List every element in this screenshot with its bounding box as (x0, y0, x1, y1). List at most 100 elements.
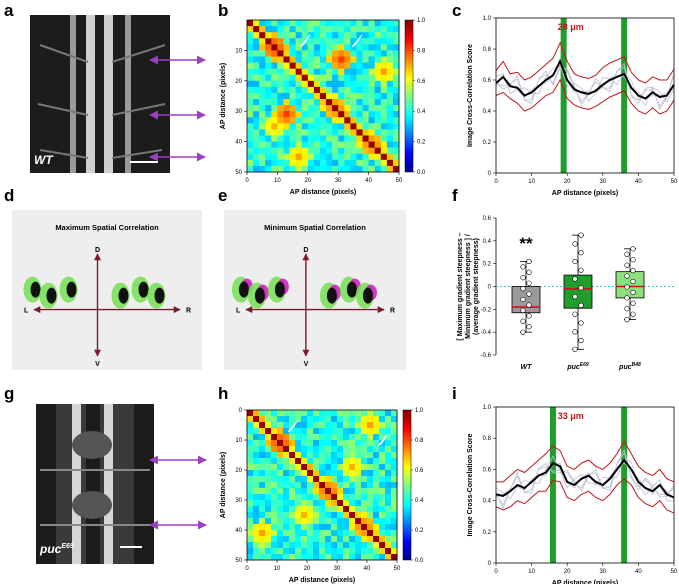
heat-cell (247, 80, 254, 88)
heat-cell (392, 105, 400, 112)
heat-cell (380, 44, 388, 51)
heat-cell (277, 500, 284, 507)
heat-cell (307, 153, 315, 161)
heat-cell (337, 470, 344, 477)
heat-cell (349, 440, 356, 447)
heat-cell (283, 20, 290, 27)
heat-cell (265, 38, 272, 45)
heat-cell (326, 105, 333, 112)
heat-cell (344, 99, 351, 106)
heat-cell (319, 38, 327, 45)
heat-cell (391, 518, 398, 525)
y-tick-label: 0.2 (483, 262, 492, 268)
heat-cell (391, 548, 398, 555)
heat-cell (259, 506, 266, 513)
heat-cell (350, 135, 357, 142)
heat-cell (247, 434, 254, 441)
distance-annotation: 28 μm (558, 22, 584, 32)
heat-cell (374, 50, 382, 57)
heat-cell (289, 464, 296, 471)
heat-cell (325, 440, 332, 447)
colorbar-tick-label: 0.2 (417, 140, 426, 146)
heat-cell (344, 141, 351, 149)
heat-cell (319, 470, 326, 477)
heat-cell (386, 68, 394, 76)
heat-cell (350, 68, 357, 76)
heat-cell (368, 141, 376, 149)
heat-cell (301, 165, 309, 173)
heat-cell (277, 56, 284, 63)
y-axis-label: AP distance (pixels) (220, 452, 227, 518)
heat-cell (392, 44, 400, 51)
heat-cell (253, 62, 260, 70)
heat-cell (355, 524, 362, 531)
heat-cell (247, 129, 254, 136)
heat-cell (295, 422, 302, 429)
heat-cell (374, 99, 382, 106)
heat-cell (295, 518, 302, 525)
heat-cell (374, 74, 382, 82)
heat-cell (253, 434, 260, 441)
heat-cell (343, 422, 350, 429)
heat-cell (350, 86, 357, 94)
heat-cell (313, 105, 321, 112)
heat-cell (362, 105, 369, 112)
y-tick-label: 0 (488, 561, 492, 567)
heat-cell (283, 38, 290, 45)
data-point (572, 276, 578, 282)
heat-cell (307, 68, 315, 76)
heat-cell (301, 105, 309, 112)
heat-cell (295, 123, 303, 130)
heat-cell (337, 428, 344, 435)
x-tick-label: 0 (494, 179, 498, 185)
cell-cluster-core (362, 287, 373, 304)
heat-cell (259, 446, 266, 453)
heat-cell (247, 135, 254, 142)
heat-cell (265, 129, 272, 136)
heat-cell (265, 476, 272, 483)
heat-cell (283, 536, 290, 543)
heat-cell (379, 422, 386, 429)
y-tick-label: 50 (235, 170, 242, 176)
heat-cell (277, 440, 284, 447)
cell-cluster-core (274, 281, 285, 298)
heat-cell (362, 56, 369, 63)
heat-cell (271, 123, 278, 130)
heat-cell (391, 428, 398, 435)
heat-cell (368, 62, 376, 70)
heat-cell (319, 500, 326, 507)
heat-cell (362, 135, 369, 142)
heat-cell (373, 548, 380, 555)
heat-cell (349, 410, 356, 417)
green-marker-bar (621, 18, 628, 173)
heat-cell (337, 440, 344, 447)
heat-cell (277, 512, 284, 519)
axis-label-d: D (95, 247, 100, 254)
heat-cell (313, 117, 321, 124)
heat-cell (380, 74, 388, 82)
y-axis-label: AP distance (pixels) (220, 63, 227, 129)
heat-cell (271, 129, 278, 136)
heat-cell (379, 434, 386, 441)
heat-cell (307, 500, 314, 507)
heat-cell (319, 524, 326, 531)
heat-cell (283, 147, 290, 155)
heat-cell (326, 117, 333, 124)
heat-cell (247, 512, 254, 519)
heat-cell (253, 506, 260, 513)
heat-cell (253, 74, 260, 82)
heat-cell (265, 428, 272, 435)
heat-cell (301, 147, 309, 155)
heat-cell (247, 530, 254, 537)
heat-cell (283, 32, 290, 39)
cell-cluster-core (154, 287, 165, 304)
heat-cell (343, 440, 350, 447)
colorbar-tick-label: 0.8 (417, 48, 426, 54)
heat-cell (349, 446, 356, 453)
heat-cell (319, 32, 327, 39)
heat-cell (265, 518, 272, 525)
heat-cell (386, 50, 394, 57)
heat-cell (350, 50, 357, 57)
heat-cell (313, 500, 320, 507)
heat-cell (380, 92, 388, 100)
